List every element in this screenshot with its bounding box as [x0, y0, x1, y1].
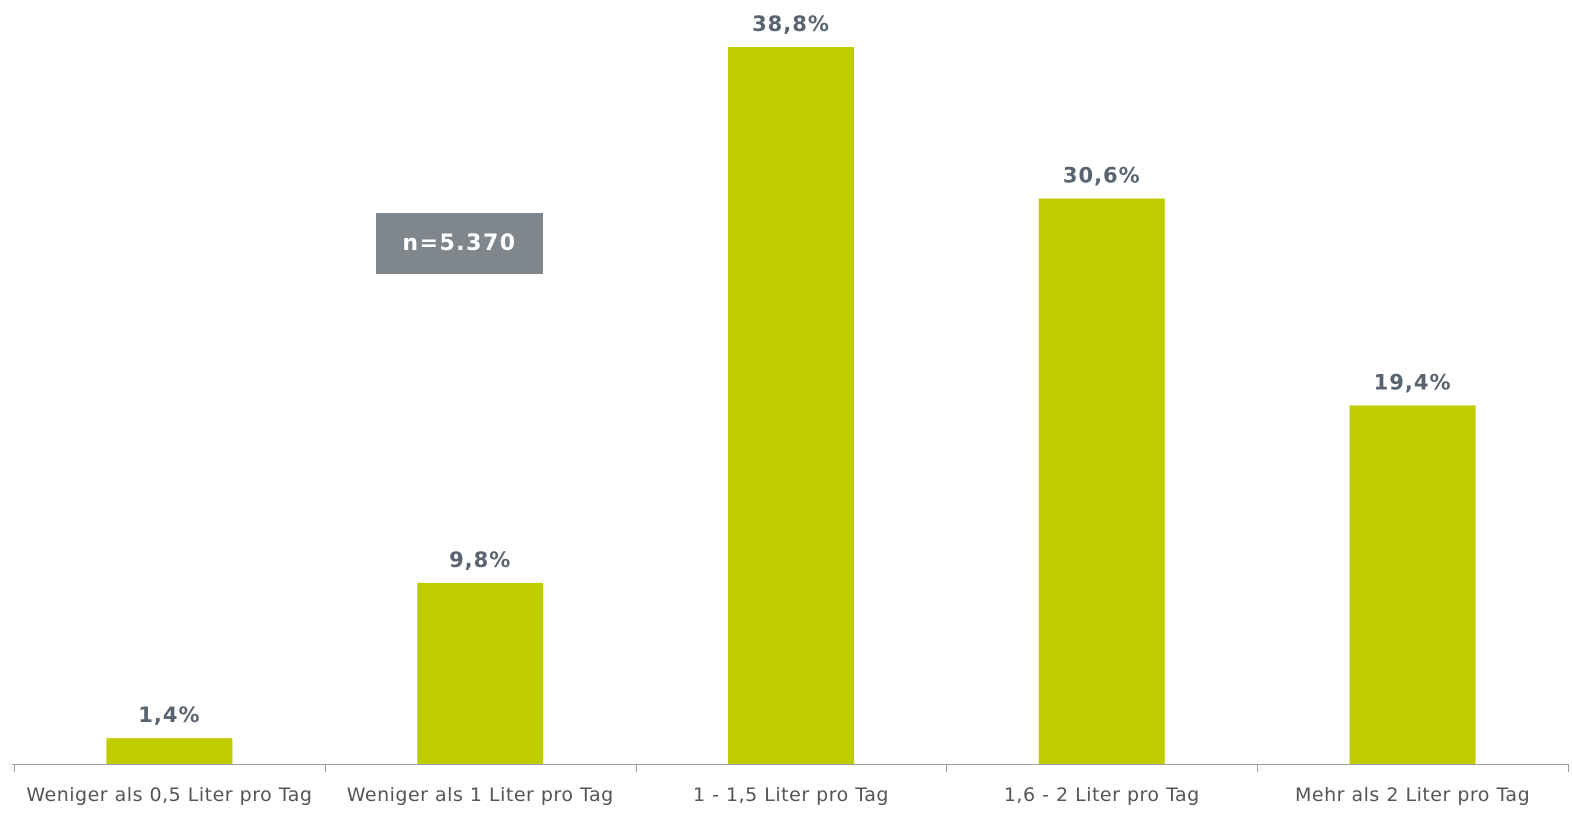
value-label: 38,8% [752, 12, 830, 36]
bar [1038, 198, 1165, 764]
x-tick-label: Mehr als 2 Liter pro Tag [1295, 784, 1531, 806]
bar [728, 47, 854, 764]
value-label: 19,4% [1374, 371, 1452, 395]
x-tick-label: 1 - 1,5 Liter pro Tag [693, 784, 889, 806]
bar [417, 582, 544, 764]
bar [1349, 405, 1476, 764]
x-tick-label: Weniger als 0,5 Liter pro Tag [26, 784, 313, 806]
value-label: 30,6% [1063, 164, 1141, 188]
x-tick-label: 1,6 - 2 Liter pro Tag [1003, 784, 1200, 806]
sample-size-note: n=5.370 [376, 213, 543, 274]
x-tick-label: Weniger als 1 Liter pro Tag [346, 784, 614, 806]
value-label: 1,4% [138, 703, 200, 727]
value-label: 9,8% [449, 548, 511, 572]
bar [106, 738, 233, 764]
